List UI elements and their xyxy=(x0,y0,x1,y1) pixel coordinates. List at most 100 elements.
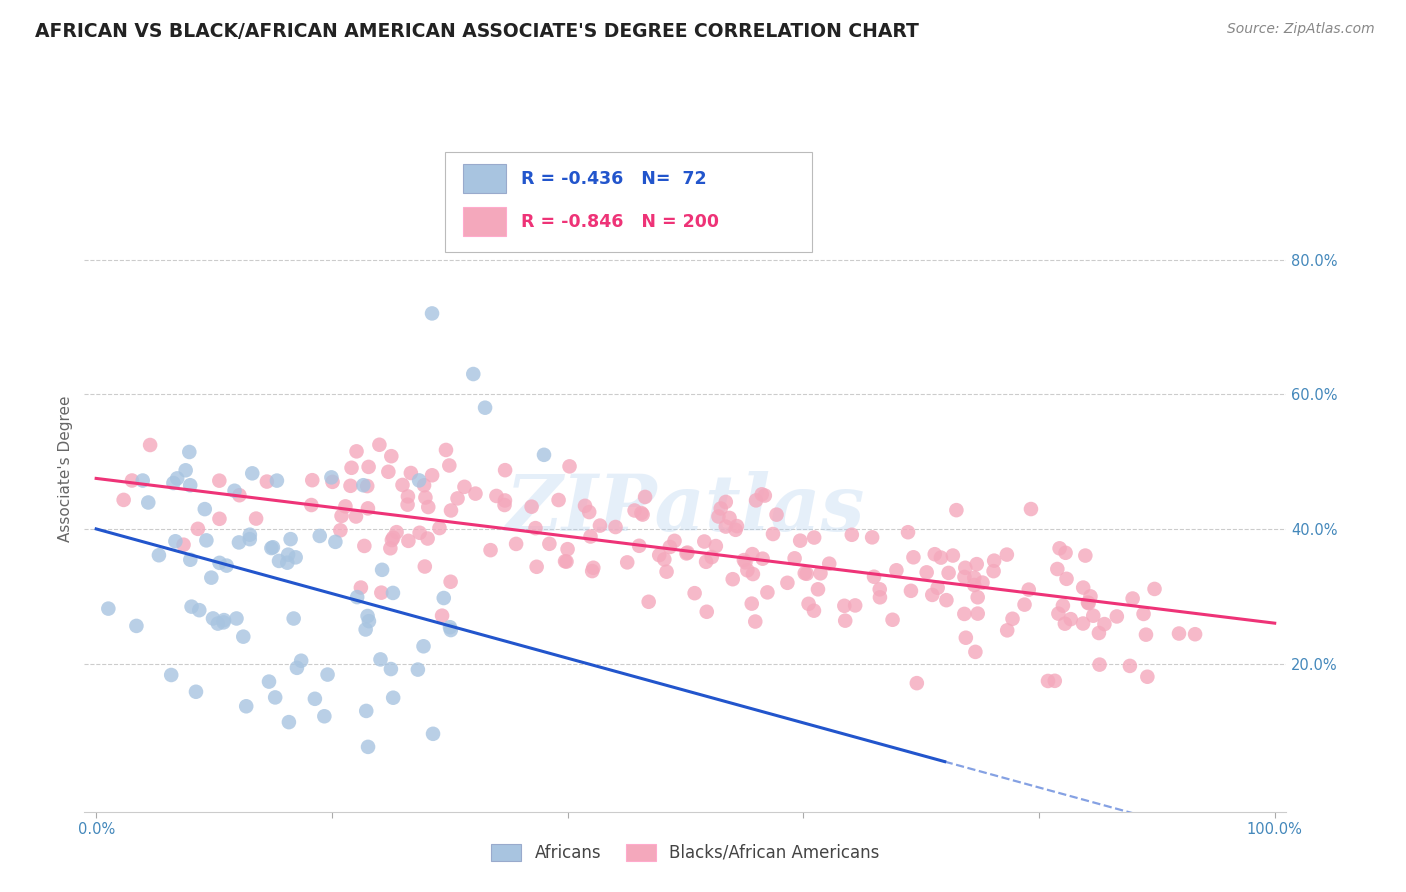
Point xyxy=(494,498,516,512)
Point xyxy=(356,479,378,493)
Point xyxy=(1001,612,1024,626)
Point xyxy=(983,564,1005,578)
Point xyxy=(869,582,891,597)
Point xyxy=(927,581,949,595)
Point xyxy=(380,541,402,556)
Point xyxy=(370,585,392,599)
Point xyxy=(356,609,378,624)
Point xyxy=(228,535,250,549)
Point xyxy=(741,597,763,611)
Point xyxy=(430,608,453,623)
Point xyxy=(308,529,330,543)
Point xyxy=(391,478,413,492)
Point xyxy=(240,467,263,481)
Point xyxy=(756,585,779,599)
Point xyxy=(714,519,737,533)
Point xyxy=(418,500,440,514)
Point xyxy=(983,554,1005,568)
Point xyxy=(416,532,439,546)
Point xyxy=(1074,549,1097,563)
Point xyxy=(304,691,326,706)
Point xyxy=(762,527,785,541)
Point xyxy=(797,597,820,611)
Point xyxy=(900,583,922,598)
Point xyxy=(704,539,727,553)
Point xyxy=(520,500,543,514)
Point xyxy=(1105,609,1128,624)
Point xyxy=(1132,607,1154,621)
Point xyxy=(368,438,391,452)
Point xyxy=(179,478,201,492)
Point xyxy=(655,565,678,579)
Point xyxy=(695,555,717,569)
Point xyxy=(1184,627,1206,641)
Point xyxy=(700,550,723,565)
Point xyxy=(381,586,404,600)
Point xyxy=(955,561,977,575)
Point xyxy=(741,547,763,561)
Point xyxy=(174,463,197,477)
Point xyxy=(344,509,367,524)
Point xyxy=(1060,612,1083,626)
Point xyxy=(474,401,496,415)
Point xyxy=(370,652,392,666)
Point xyxy=(803,531,825,545)
Point xyxy=(807,582,830,597)
Point xyxy=(683,586,706,600)
Point xyxy=(725,519,748,533)
Point xyxy=(675,546,697,560)
Point xyxy=(1094,617,1116,632)
Point xyxy=(1052,599,1074,613)
Point xyxy=(1077,595,1099,609)
FancyBboxPatch shape xyxy=(463,207,506,236)
Text: ZIPatlas: ZIPatlas xyxy=(506,471,865,548)
Point xyxy=(406,663,429,677)
Point xyxy=(357,739,380,754)
Point xyxy=(557,542,579,557)
Point xyxy=(965,645,987,659)
Point xyxy=(314,709,336,723)
Point xyxy=(160,668,183,682)
Point xyxy=(440,623,463,637)
Point xyxy=(1083,608,1105,623)
Point xyxy=(382,690,405,705)
Point xyxy=(354,704,377,718)
Point xyxy=(1043,673,1066,688)
Point xyxy=(834,599,856,613)
Point xyxy=(201,611,224,625)
Point xyxy=(582,561,605,575)
Point xyxy=(648,548,671,562)
Point xyxy=(463,367,485,381)
Point xyxy=(208,474,231,488)
Point xyxy=(664,533,686,548)
Point xyxy=(676,545,699,559)
Point xyxy=(321,470,343,484)
Point xyxy=(1168,626,1191,640)
Point xyxy=(301,473,323,487)
Text: Source: ZipAtlas.com: Source: ZipAtlas.com xyxy=(1227,22,1375,37)
Point xyxy=(257,674,280,689)
Point xyxy=(905,676,928,690)
Point xyxy=(284,550,307,565)
Point xyxy=(915,566,938,580)
Point xyxy=(995,624,1018,638)
Point xyxy=(353,539,375,553)
Point xyxy=(938,566,960,580)
Point xyxy=(581,564,603,578)
Point xyxy=(734,555,756,569)
Point xyxy=(721,572,744,586)
Text: R = -0.436   N=  72: R = -0.436 N= 72 xyxy=(520,170,706,188)
Point xyxy=(803,604,825,618)
Point xyxy=(212,615,235,630)
Text: R = -0.846   N = 200: R = -0.846 N = 200 xyxy=(520,213,718,231)
FancyBboxPatch shape xyxy=(463,164,506,193)
Point xyxy=(737,563,759,577)
Point xyxy=(433,591,456,605)
Point xyxy=(121,474,143,488)
Point xyxy=(1135,628,1157,642)
Point xyxy=(208,512,231,526)
Point xyxy=(173,538,195,552)
Point xyxy=(396,490,419,504)
Point xyxy=(381,533,404,547)
Point xyxy=(1122,591,1144,606)
